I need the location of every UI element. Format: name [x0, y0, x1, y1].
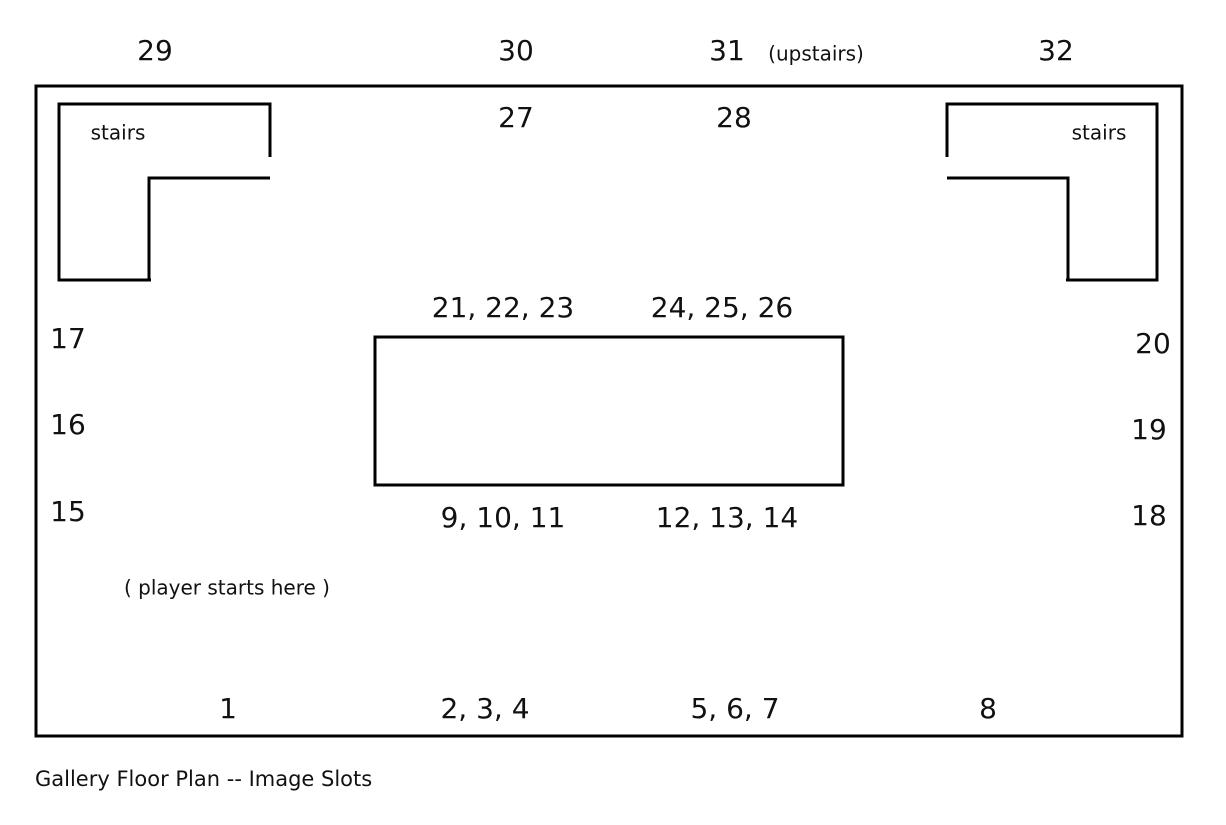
slot-label: 27 [498, 101, 534, 134]
slot-label: 30 [498, 34, 534, 67]
slot-label: 19 [1131, 413, 1167, 446]
slot-label: 32 [1038, 34, 1074, 67]
start-note: ( player starts here ) [124, 576, 330, 600]
gallery-outline [34, 84, 1184, 738]
stairs-label: stairs [1072, 121, 1127, 145]
upstairs-note: (upstairs) [768, 42, 864, 66]
stairs-left-shape [57, 102, 272, 282]
slot-label: 29 [137, 34, 173, 67]
stairs-label: stairs [91, 121, 146, 145]
slot-label: 8 [979, 692, 997, 725]
stairs-right-shape [945, 102, 1159, 282]
slot-label: 16 [50, 408, 86, 441]
center-wall [373, 335, 845, 487]
slot-label: 12, 13, 14 [656, 501, 799, 534]
slot-label: 18 [1131, 499, 1167, 532]
slot-label: 15 [50, 495, 86, 528]
slot-label: 20 [1135, 327, 1171, 360]
slot-label: 1 [219, 692, 237, 725]
slot-label: 5, 6, 7 [690, 692, 779, 725]
slot-label: 28 [716, 101, 752, 134]
slot-label: 21, 22, 23 [432, 291, 575, 324]
slot-label: 31 [709, 34, 745, 67]
slot-label: 2, 3, 4 [440, 692, 529, 725]
slot-label: 24, 25, 26 [651, 291, 794, 324]
slot-label: 17 [50, 322, 86, 355]
slot-label: 9, 10, 11 [441, 501, 566, 534]
caption: Gallery Floor Plan -- Image Slots [35, 767, 372, 791]
